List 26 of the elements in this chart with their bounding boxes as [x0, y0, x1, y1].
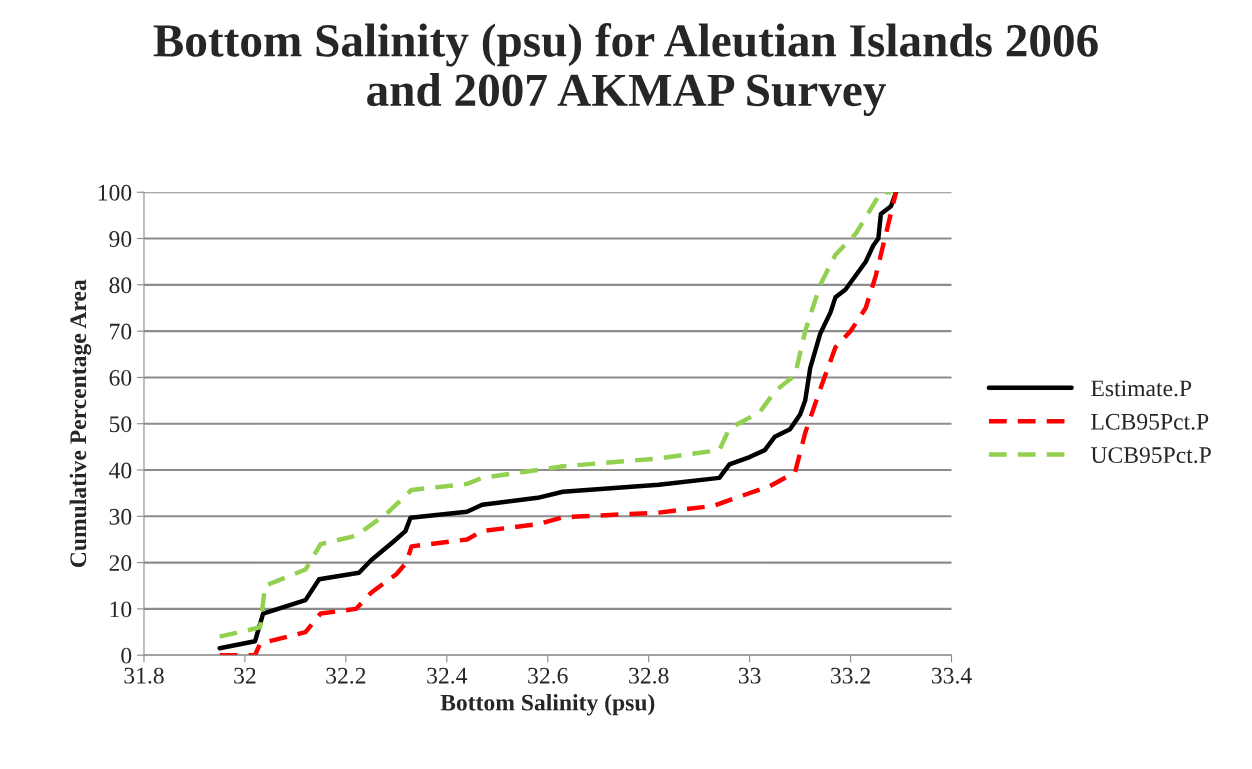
x-tick-label: 32.4 [427, 667, 468, 684]
x-tick-label: 32.8 [629, 667, 669, 684]
y-axis-title: Cumulative Percentage Area [69, 279, 92, 568]
x-axis-title: Bottom Salinity (psu) [440, 693, 655, 716]
x-tick-label: 33 [738, 667, 761, 684]
legend-label: UCB95Pct.P [1090, 447, 1211, 464]
x-tick-label: 32 [234, 667, 256, 684]
y-tick-label: 60 [109, 369, 132, 386]
y-tick-label: 30 [109, 508, 132, 525]
x-tick-label: 32.2 [326, 667, 366, 684]
y-tick-label: 0 [121, 647, 132, 664]
y-tick-label: 50 [109, 416, 132, 433]
y-tick-label: 20 [109, 555, 132, 572]
y-tick-label: 80 [109, 277, 132, 294]
x-tick-label: 33.2 [831, 667, 870, 684]
y-tick-label: 70 [110, 323, 132, 340]
y-tick-label: 40 [109, 462, 132, 479]
y-tick-label: 10 [110, 601, 132, 618]
x-tick-label: 32.6 [528, 667, 568, 684]
x-tick-label: 33.4 [931, 667, 972, 684]
chart-title: Bottom Salinity (psu) for Aleutian Islands 2006 and 2007 AKMAP Survey [153, 23, 1098, 117]
y-tick-label: 90 [109, 231, 132, 247]
legend-label: LCB95Pct.P [1091, 413, 1209, 430]
legend-label: Estimate.P [1091, 380, 1192, 397]
x-tick-label: 31.8 [124, 667, 164, 684]
y-tick-label: 100 [98, 184, 132, 201]
